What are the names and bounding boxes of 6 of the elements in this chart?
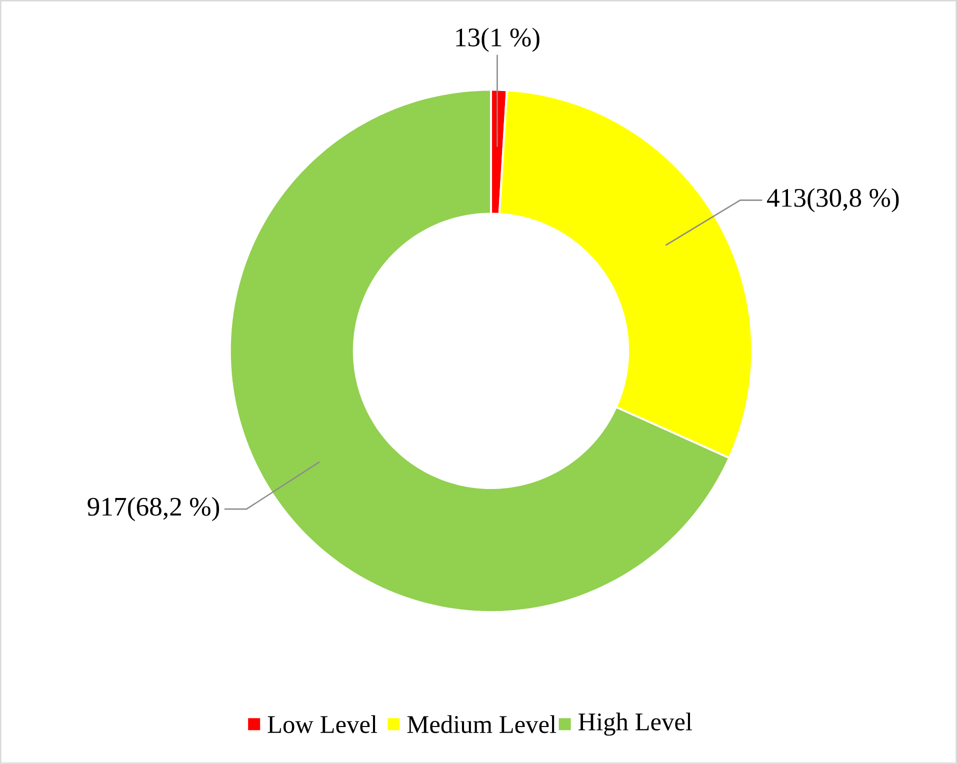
data-label: 917(68,2 %) [88, 497, 220, 522]
data-label: 413(30,8 %) [767, 188, 899, 212]
data-label: 13(1 %) [456, 28, 540, 52]
legend-label: Low Level [268, 715, 378, 734]
legend-label: Medium Level [407, 715, 556, 734]
legend-label: High Level [578, 712, 692, 736]
